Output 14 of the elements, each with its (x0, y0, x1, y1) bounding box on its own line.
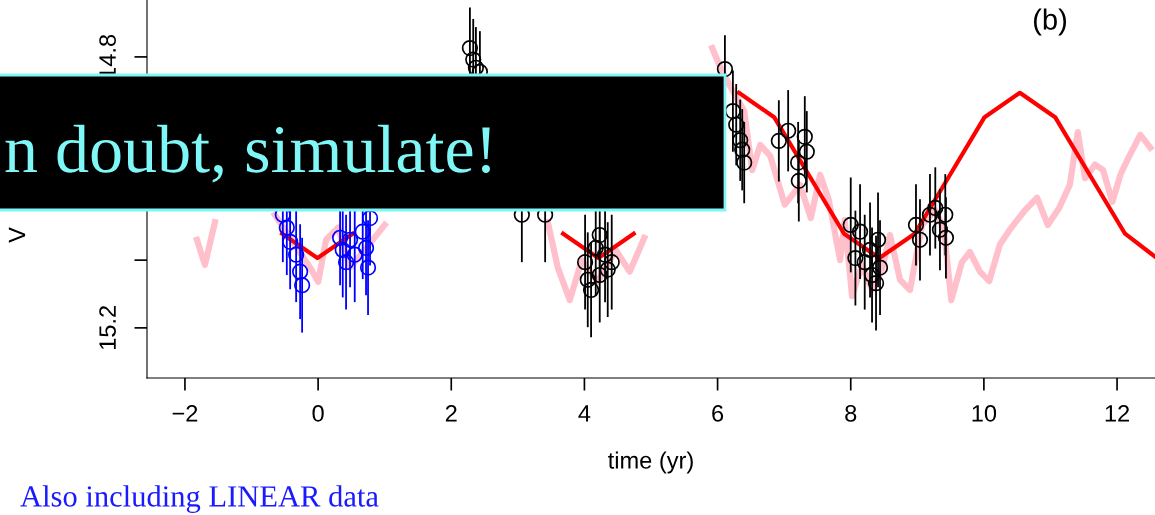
annotation: n doubt, simulate! (5, 124, 490, 183)
x-tick-label: 8 (845, 405, 857, 422)
x-tick-label: 10 (972, 405, 997, 422)
text: Also including LINEAR data (20, 485, 379, 513)
y-axis-title: V (8, 227, 26, 243)
x-tick-label: 12 (1105, 405, 1129, 422)
x-tick-label: 0 (312, 405, 324, 422)
x-tick-label: −2 (172, 405, 198, 422)
x-tick-label: 4 (578, 405, 591, 422)
x-tick-label: 2 (445, 405, 457, 422)
x-tick-label: 6 (712, 405, 724, 422)
y-tick-label: 15.2 (99, 306, 116, 350)
annotation: (b) (1033, 8, 1067, 36)
x-axis-title: time (yr) (608, 451, 693, 474)
